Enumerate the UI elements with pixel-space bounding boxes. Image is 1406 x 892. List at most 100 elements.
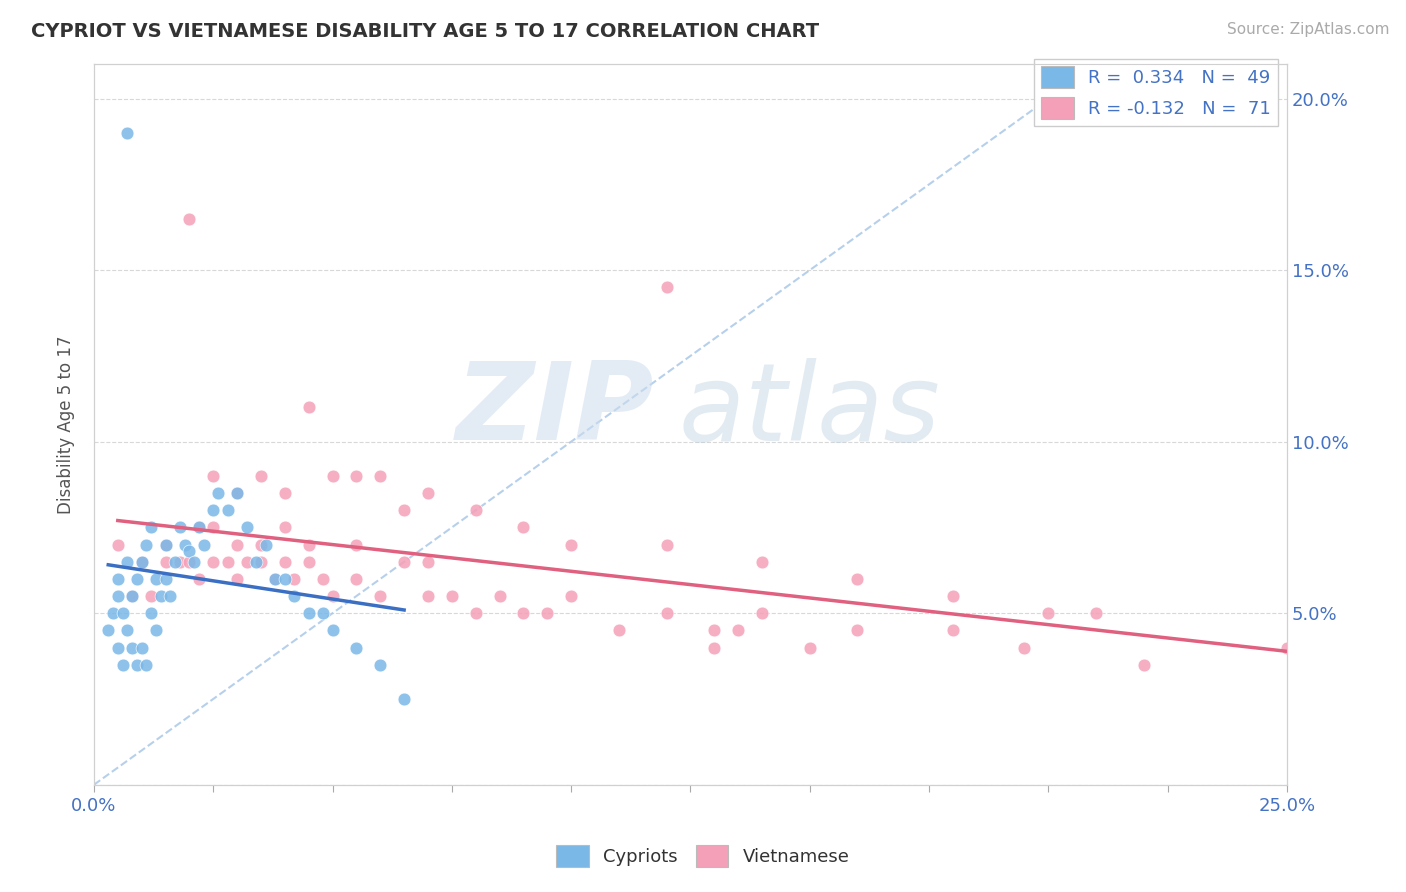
Point (179, 544, 201, 558)
Point (344, 572, 367, 586)
Point (111, 606, 134, 620)
Point (322, 624, 344, 638)
Point (254, 538, 277, 552)
Point (264, 572, 287, 586)
Point (727, 624, 749, 638)
Point (703, 624, 725, 638)
Point (183, 555, 205, 569)
Point (121, 589, 143, 603)
Point (169, 555, 191, 569)
Point (703, 640, 725, 655)
Point (264, 572, 287, 586)
Point (942, 624, 965, 638)
Point (392, 503, 415, 517)
Point (131, 555, 153, 569)
Point (107, 538, 129, 552)
Point (202, 555, 225, 569)
Point (274, 520, 297, 534)
Point (1085, 606, 1108, 620)
Point (141, 589, 163, 603)
Point (155, 572, 177, 586)
Legend: R =  0.334   N =  49, R = -0.132   N =  71: R = 0.334 N = 49, R = -0.132 N = 71 (1033, 59, 1278, 127)
Point (488, 589, 510, 603)
Point (235, 555, 257, 569)
Point (942, 589, 965, 603)
Point (416, 589, 439, 603)
Point (125, 572, 148, 586)
Point (344, 469, 367, 483)
Point (155, 555, 177, 569)
Point (131, 640, 153, 655)
Point (145, 624, 167, 638)
Point (607, 624, 630, 638)
Legend: Cypriots, Vietnamese: Cypriots, Vietnamese (550, 838, 856, 874)
Point (111, 657, 134, 672)
Point (344, 538, 367, 552)
Point (207, 486, 229, 500)
Point (322, 469, 344, 483)
Point (655, 280, 678, 294)
Point (655, 606, 678, 620)
Point (751, 555, 773, 569)
Point (298, 606, 321, 620)
Point (117, 555, 139, 569)
Point (464, 606, 486, 620)
Point (655, 538, 678, 552)
Point (250, 538, 273, 552)
Point (312, 572, 335, 586)
Point (226, 486, 249, 500)
Point (512, 520, 534, 534)
Point (512, 606, 534, 620)
Text: Source: ZipAtlas.com: Source: ZipAtlas.com (1226, 22, 1389, 37)
Point (101, 606, 124, 620)
Point (226, 486, 249, 500)
Point (368, 589, 391, 603)
Point (1014, 640, 1036, 655)
Point (141, 520, 163, 534)
Point (179, 211, 201, 226)
Point (416, 486, 439, 500)
Point (117, 624, 139, 638)
Point (141, 606, 163, 620)
Text: atlas: atlas (679, 358, 941, 463)
Point (159, 589, 181, 603)
Point (298, 401, 321, 415)
Point (226, 538, 249, 552)
Point (322, 589, 344, 603)
Point (193, 538, 215, 552)
Point (135, 657, 157, 672)
Point (107, 589, 129, 603)
Point (235, 520, 257, 534)
Point (121, 589, 143, 603)
Point (107, 640, 129, 655)
Point (312, 606, 335, 620)
Point (173, 538, 195, 552)
Point (250, 469, 273, 483)
Point (169, 520, 191, 534)
Point (298, 555, 321, 569)
Point (846, 572, 869, 586)
Point (368, 469, 391, 483)
Point (344, 640, 367, 655)
Point (440, 589, 463, 603)
Point (135, 538, 157, 552)
Point (298, 538, 321, 552)
Point (283, 589, 305, 603)
Point (165, 555, 187, 569)
Text: CYPRIOT VS VIETNAMESE DISABILITY AGE 5 TO 17 CORRELATION CHART: CYPRIOT VS VIETNAMESE DISABILITY AGE 5 T… (31, 22, 820, 41)
Point (145, 572, 167, 586)
Point (392, 555, 415, 569)
Point (560, 538, 582, 552)
Point (846, 624, 869, 638)
Point (202, 469, 225, 483)
Point (1038, 606, 1060, 620)
Point (179, 555, 201, 569)
Point (416, 555, 439, 569)
Point (274, 555, 297, 569)
Point (464, 503, 486, 517)
Point (274, 572, 297, 586)
Point (202, 520, 225, 534)
Point (155, 538, 177, 552)
Point (131, 555, 153, 569)
Point (149, 589, 172, 603)
